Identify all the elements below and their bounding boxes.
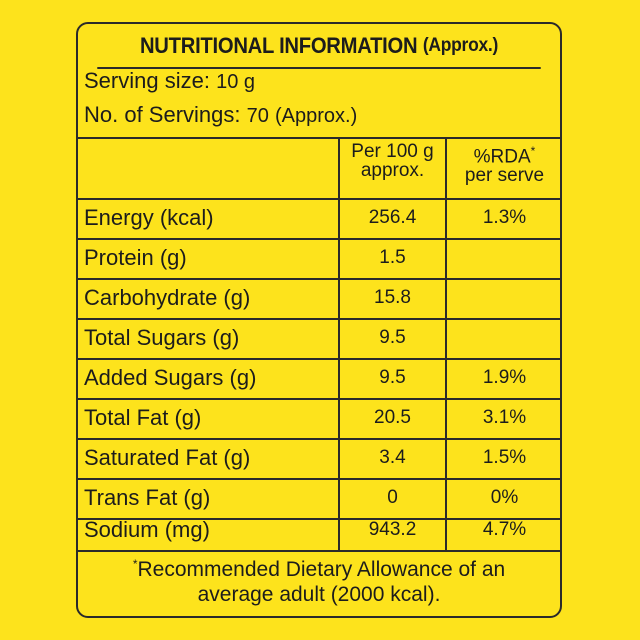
rda-value: 1.9% [482, 367, 527, 388]
column-header-per-100g-line1: Per 100 g [351, 141, 434, 162]
rda-asterisk: * [530, 144, 536, 158]
divider [78, 478, 560, 480]
divider [78, 438, 560, 440]
column-divider [445, 137, 447, 550]
column-header-rda-line2: per serve [464, 165, 545, 187]
per-100g-value: 9.5 [379, 327, 406, 348]
servings-count-value: 70 [246, 105, 269, 127]
per-100g-value: 0 [387, 487, 398, 508]
per-100g-value: 20.5 [374, 407, 411, 428]
nutrient-name: Carbohydrate (g) [84, 285, 251, 310]
column-header-per-100g: Per 100 g approx. [340, 142, 445, 180]
rda-value: 4.7% [482, 519, 527, 540]
per-100g-value: 943.2 [368, 519, 417, 540]
divider [78, 518, 560, 520]
title-main: NUTRITIONAL INFORMATION [139, 32, 418, 58]
table-row: Saturated Fat (g) 3.4 1.5% [78, 438, 560, 478]
table-row: Total Sugars (g) 9.5 [78, 318, 560, 358]
nutrient-name: Saturated Fat (g) [84, 445, 251, 470]
divider [78, 550, 560, 552]
divider [78, 198, 560, 200]
title-suffix: (Approx.) [422, 34, 499, 56]
serving-size-value: 10 g [216, 71, 256, 93]
footnote-line2: average adult (2000 kcal). [197, 583, 441, 606]
nutrient-name: Energy (kcal) [84, 205, 214, 230]
per-100g-value: 1.5 [379, 247, 406, 268]
serving-size-label: Serving size: [84, 68, 210, 93]
table-row: Energy (kcal) 256.4 1.3% [78, 198, 560, 238]
rda-value [447, 278, 560, 318]
rda-value: 1.3% [482, 207, 527, 228]
divider [78, 238, 560, 240]
per-100g-value: 15.8 [374, 287, 411, 308]
table-row: Carbohydrate (g) 15.8 [78, 278, 560, 318]
footnote-asterisk: * [132, 557, 138, 571]
table-row: Sodium (mg) 943.2 4.7% [78, 510, 560, 550]
serving-size: Serving size: 10 g [84, 68, 255, 94]
servings-count-label: No. of Servings: [84, 102, 241, 127]
table-row: Added Sugars (g) 9.5 1.9% [78, 358, 560, 398]
servings-count: No. of Servings: 70 (Approx.) [84, 102, 357, 128]
column-divider [338, 137, 340, 550]
servings-count-suffix: (Approx.) [275, 105, 358, 127]
nutrient-name: Total Fat (g) [84, 405, 202, 430]
per-100g-value: 9.5 [379, 367, 406, 388]
divider [78, 137, 560, 139]
nutrient-name: Total Sugars (g) [84, 325, 240, 350]
per-100g-value: 256.4 [368, 207, 417, 228]
table-row: Total Fat (g) 20.5 3.1% [78, 398, 560, 438]
column-header-rda: %RDA* per serve [447, 142, 560, 187]
nutrition-table: NUTRITIONAL INFORMATION (Approx.) Servin… [76, 22, 562, 618]
divider [78, 358, 560, 360]
rda-value: 0% [490, 487, 519, 508]
rda-value: 1.5% [482, 447, 527, 468]
rda-value [447, 318, 560, 358]
footnote-line1: Recommended Dietary Allowance of an [137, 558, 506, 581]
nutrient-name: Protein (g) [84, 245, 187, 270]
rda-value: 3.1% [482, 407, 527, 428]
nutrient-name: Trans Fat (g) [84, 485, 211, 510]
table-title: NUTRITIONAL INFORMATION (Approx.) [97, 24, 541, 69]
rda-value [447, 238, 560, 278]
nutrient-name: Added Sugars (g) [84, 365, 257, 390]
footnote: *Recommended Dietary Allowance of an ave… [78, 552, 560, 607]
per-100g-value: 3.4 [379, 447, 406, 468]
column-header-rda-line1: %RDA [473, 146, 531, 168]
divider [78, 318, 560, 320]
divider [78, 278, 560, 280]
table-row: Protein (g) 1.5 [78, 238, 560, 278]
nutrient-name: Sodium (mg) [84, 517, 210, 542]
column-header-per-100g-line2: approx. [360, 160, 425, 181]
divider [78, 398, 560, 400]
table-row: Trans Fat (g) 0 0% [78, 478, 560, 518]
